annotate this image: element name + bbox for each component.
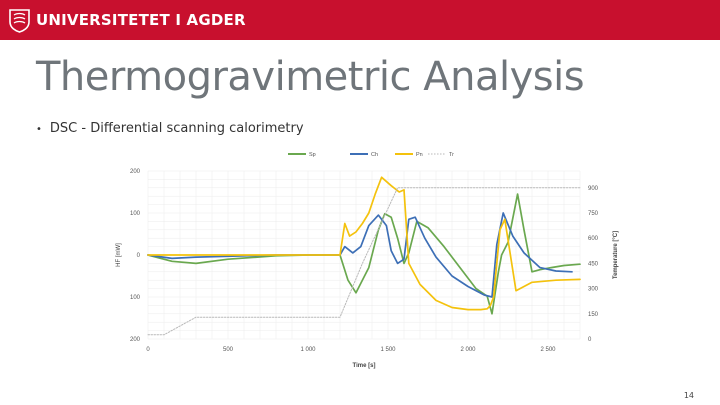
- chart-svg: 0 500 1 000 1 500 2 000 2 5002001000100200900…: [116, 152, 619, 369]
- x-tick-label: 0: [146, 347, 150, 353]
- legend-label-pn: Pn: [416, 152, 423, 158]
- y-right-tick-label: 450: [588, 261, 599, 267]
- uia-crest-logo: [9, 9, 30, 33]
- legend-label-ch: Ch: [371, 152, 378, 158]
- series-line-pn: [147, 176, 581, 311]
- x-tick-label: 500: [223, 347, 234, 353]
- y-right-tick-label: 150: [588, 312, 599, 318]
- y-left-tick-label: 200: [130, 169, 141, 175]
- bullet-dot-icon: •: [36, 124, 42, 135]
- bullet-text: DSC - Differential scanning calorimetry: [49, 121, 304, 136]
- y-right-tick-label: 0: [588, 337, 592, 343]
- header-bar: UNIVERSITETET I AGDER: [0, 0, 720, 40]
- slide-title: Thermogravimetric Analysis: [36, 54, 585, 100]
- bullet-item: • DSC - Differential scanning calorimetry: [36, 121, 304, 136]
- legend-label-sp: Sp: [309, 152, 316, 158]
- page-number: 14: [683, 391, 694, 400]
- y-left-tick-label: 100: [130, 295, 141, 301]
- series-line-tr: [147, 187, 581, 336]
- x-tick-label: 1 000: [300, 347, 316, 353]
- x-tick-label: 2 500: [540, 347, 556, 353]
- y-right-axis-title: Temperature [°C]: [613, 231, 619, 279]
- x-axis-title: Time [s]: [353, 363, 376, 369]
- dsc-chart: 0 500 1 000 1 500 2 000 2 500 200 100 0 100 200 900…: [110, 146, 630, 372]
- y-right-tick-label: 300: [588, 287, 599, 293]
- y-left-tick-label: 200: [130, 337, 141, 343]
- y-left-tick-label: 100: [130, 211, 141, 217]
- y-left-axis-title: HF [mW]: [116, 243, 122, 267]
- x-tick-label: 2 000: [460, 347, 476, 353]
- y-right-tick-label: 750: [588, 211, 599, 217]
- y-left-tick-label: 0: [137, 253, 141, 259]
- legend-label-tr: Tr: [449, 152, 454, 158]
- y-right-tick-label: 600: [588, 236, 599, 242]
- x-tick-label: 1 500: [380, 347, 396, 353]
- brand-name: UNIVERSITETET I AGDER: [36, 11, 246, 29]
- y-right-tick-label: 900: [588, 186, 599, 192]
